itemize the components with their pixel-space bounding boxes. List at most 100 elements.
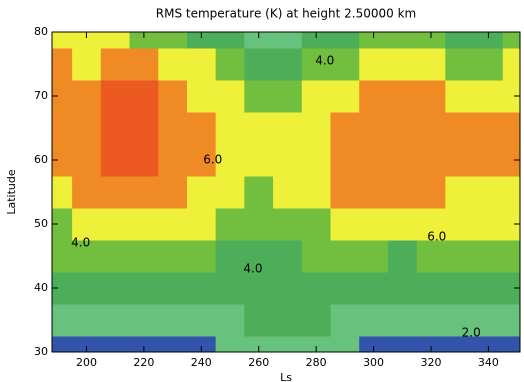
field-cell xyxy=(273,208,303,241)
field-cell xyxy=(100,336,131,352)
field-cell xyxy=(445,48,475,81)
x-tick-label: 300 xyxy=(363,356,384,369)
field-cell xyxy=(502,272,520,305)
x-tick-label: 220 xyxy=(133,356,154,369)
x-tick-label: 280 xyxy=(306,356,327,369)
field-cell xyxy=(416,336,446,352)
field-cell xyxy=(186,240,217,273)
field-cell xyxy=(158,208,188,241)
field-cell xyxy=(359,80,389,113)
field-cell xyxy=(158,336,188,352)
field-cell xyxy=(244,304,274,337)
field-cell xyxy=(359,208,389,241)
field-cell xyxy=(359,336,389,352)
field-cell xyxy=(186,112,217,145)
field-cell xyxy=(129,144,159,177)
field-cell xyxy=(72,272,102,305)
field-cell xyxy=(301,48,332,81)
field-cell xyxy=(387,176,418,209)
field-cell xyxy=(72,112,102,145)
y-tick-label: 50 xyxy=(34,217,48,230)
field-cell xyxy=(100,176,131,209)
field-cell xyxy=(72,240,102,273)
x-tick-label: 260 xyxy=(248,356,269,369)
field-cell xyxy=(301,80,332,113)
field-cell xyxy=(273,80,303,113)
field-cell xyxy=(52,304,73,337)
field-cell xyxy=(215,208,245,241)
field-cell xyxy=(72,304,102,337)
field-cell xyxy=(273,144,303,177)
field-cell xyxy=(244,176,274,209)
field-cell xyxy=(186,304,217,337)
field-cell xyxy=(359,176,389,209)
field-cell xyxy=(273,240,303,273)
field-cell xyxy=(158,32,188,49)
field-cell xyxy=(359,304,389,337)
field-cell xyxy=(301,208,332,241)
axes: 4.0 6.0 2.0 4.0 6.0 4.0 200 220 240 260 280 300 320 3… xyxy=(34,25,521,369)
field-cell xyxy=(158,272,188,305)
field-cell xyxy=(52,144,73,177)
field-cell xyxy=(186,48,217,81)
field-cell xyxy=(72,336,102,352)
field-cell xyxy=(445,304,475,337)
field-cell xyxy=(502,240,520,273)
field-cell xyxy=(445,240,475,273)
field-cell xyxy=(474,112,504,145)
field-cell xyxy=(100,48,131,81)
field-cell xyxy=(186,208,217,241)
field-cell xyxy=(416,32,446,49)
field-cell xyxy=(301,304,332,337)
field-cell xyxy=(445,32,475,49)
field-cell xyxy=(359,48,389,81)
field-cell xyxy=(72,208,102,241)
field-cell xyxy=(52,240,73,273)
field-cell xyxy=(244,336,274,352)
field-cell xyxy=(445,208,475,241)
field-cell xyxy=(502,48,520,81)
field-cell xyxy=(244,80,274,113)
field-cell xyxy=(72,80,102,113)
x-tick-label: 340 xyxy=(478,356,499,369)
field-cell xyxy=(502,112,520,145)
field-cell xyxy=(129,304,159,337)
field-cell xyxy=(72,32,102,49)
field-cell xyxy=(330,336,360,352)
field-cell xyxy=(416,208,446,241)
field-cell xyxy=(445,176,475,209)
field-cell xyxy=(129,208,159,241)
field-cell xyxy=(158,80,188,113)
field-cell xyxy=(330,32,360,49)
field-cell xyxy=(129,336,159,352)
field-cell xyxy=(359,32,389,49)
field-cell xyxy=(244,272,274,305)
field-cell xyxy=(273,272,303,305)
field-cell xyxy=(100,32,131,49)
field-cell xyxy=(244,144,274,177)
contour-label: 2.0 xyxy=(462,325,481,339)
field-cell xyxy=(474,144,504,177)
contour-label: 4.0 xyxy=(315,53,334,67)
field-cell xyxy=(215,48,245,81)
field-cell xyxy=(474,208,504,241)
field-cell xyxy=(129,32,159,49)
y-axis-label: Latitude xyxy=(5,169,18,215)
field-cell xyxy=(330,144,360,177)
field-cell xyxy=(158,112,188,145)
field-cell xyxy=(416,144,446,177)
field-cell xyxy=(387,48,418,81)
field-cell xyxy=(100,144,131,177)
field-cell xyxy=(215,144,245,177)
field-cell xyxy=(52,48,73,81)
field-cell xyxy=(359,272,389,305)
field-cell xyxy=(129,112,159,145)
field-cell xyxy=(445,272,475,305)
y-tick-label: 60 xyxy=(34,153,48,166)
field-cell xyxy=(330,272,360,305)
field-cell xyxy=(273,304,303,337)
field-cell xyxy=(215,240,245,273)
field-cell xyxy=(387,208,418,241)
x-tick-label: 200 xyxy=(76,356,97,369)
chart-title: RMS temperature (K) at height 2.50000 km xyxy=(156,7,416,21)
